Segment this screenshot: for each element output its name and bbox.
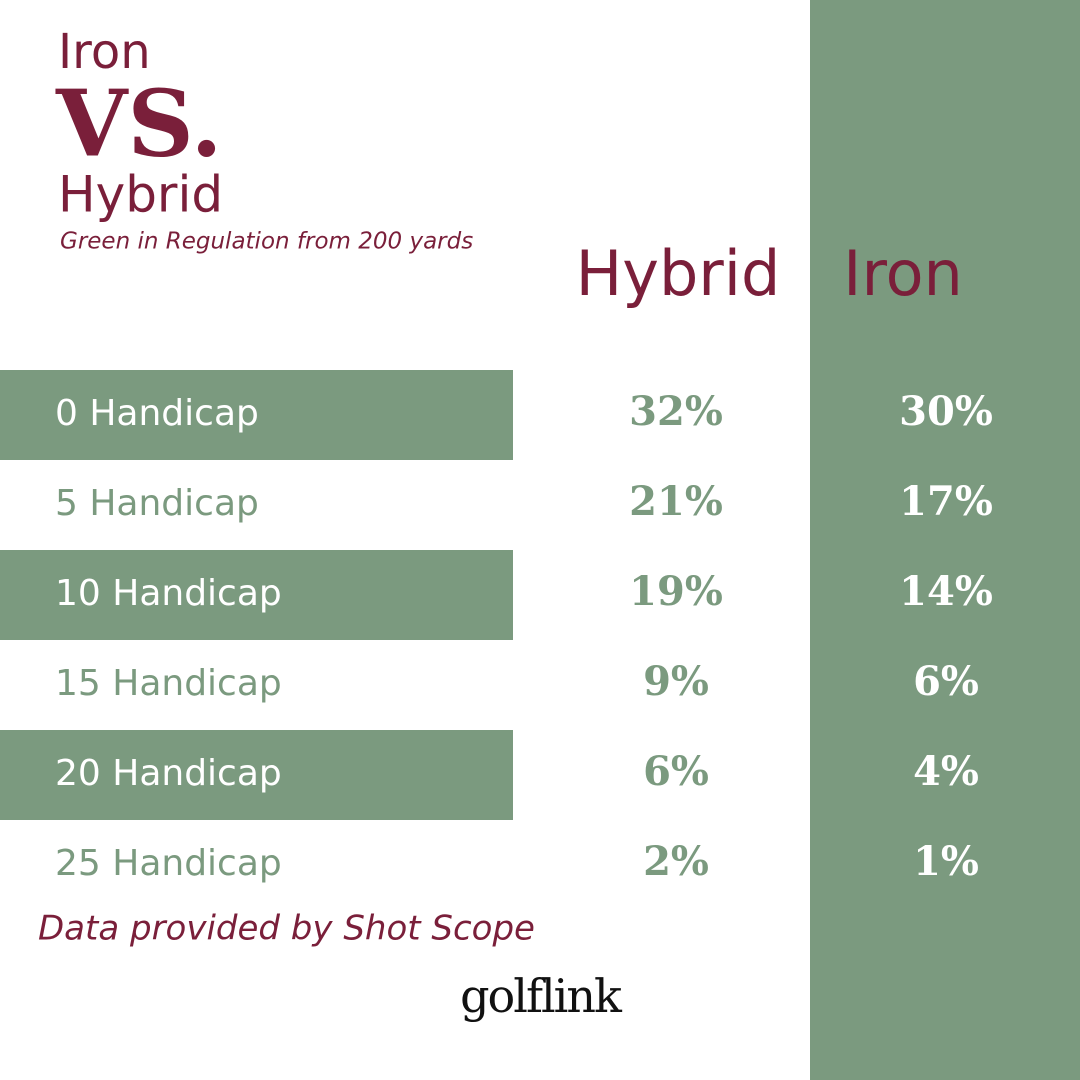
hybrid-value: 21% [629,478,723,525]
row-band [0,370,513,460]
hybrid-value: 9% [643,658,709,705]
title-line: Iron [58,24,151,80]
row-label: 5 Handicap [55,483,259,524]
iron-column-band [810,0,1080,1080]
title-line: Hybrid [58,166,223,224]
hybrid-value: 6% [643,748,709,795]
iron-value: 30% [899,388,993,435]
column-header: Hybrid [576,237,781,310]
row-label: 10 Handicap [55,573,282,614]
row-label: 0 Handicap [55,393,259,434]
row-band [0,550,513,640]
iron-value: 1% [913,838,979,885]
subtitle: Green in Regulation from 200 yards [60,229,473,255]
hybrid-value: 32% [629,388,723,435]
footer-note: Data provided by Shot Scope [38,909,535,949]
iron-value: 4% [913,748,979,795]
row-label: 15 Handicap [55,663,282,704]
hybrid-value: 19% [629,568,723,615]
iron-value: 17% [899,478,993,525]
hybrid-value: 2% [643,838,709,885]
iron-value: 14% [899,568,993,615]
row-label: 20 Handicap [55,753,282,794]
title-vs: VS. [55,70,223,178]
row-band [0,730,513,820]
column-header: Iron [843,237,963,310]
row-label: 25 Handicap [55,843,282,884]
iron-value: 6% [913,658,979,705]
logo: golflink [460,969,623,1023]
